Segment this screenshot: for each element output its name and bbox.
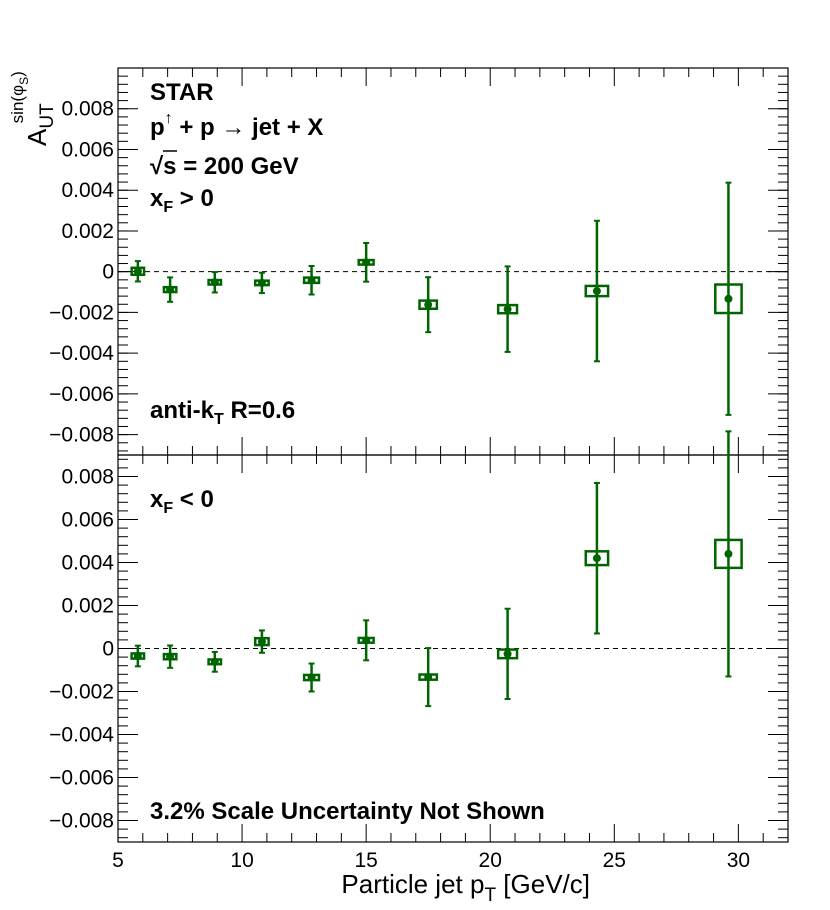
data-point (418, 276, 439, 334)
data-point (207, 650, 223, 673)
data-marker (307, 673, 316, 682)
data-point (302, 662, 321, 693)
y-tick-label: 0.006 (61, 138, 114, 161)
y-axis-title: AUTsin(φS) (8, 71, 58, 146)
x-tick-label: 30 (727, 849, 750, 872)
y-tick-label: 0.008 (61, 466, 114, 489)
top-panel-series (130, 181, 743, 416)
data-point (162, 644, 178, 669)
data-point (496, 607, 519, 701)
y-tick-label: 0 (102, 261, 114, 284)
data-marker (257, 637, 266, 646)
y-tick-label: −0.008 (49, 424, 114, 447)
data-marker (362, 258, 371, 267)
data-marker (133, 267, 142, 276)
data-marker (592, 287, 601, 296)
y-tick-label: −0.004 (49, 724, 114, 747)
y-tick-label: 0.004 (61, 552, 114, 575)
data-point (496, 265, 519, 353)
y-tick-label: 0.008 (61, 98, 114, 121)
data-marker (307, 276, 316, 285)
bottom-panel-ticks: −0.008 −0.006 −0.004 −0.002 0 0.002 0.004 0.006… (49, 455, 789, 842)
data-point (130, 644, 146, 668)
data-point (357, 619, 375, 662)
sys-error-box (714, 283, 743, 315)
x-tick-labels: 5 10 15 20 25 30 (112, 849, 750, 872)
x-tick-label: 15 (354, 849, 377, 872)
data-point (130, 260, 146, 283)
data-point (302, 264, 321, 296)
data-point (253, 629, 270, 654)
y-tick-label: 0.004 (61, 179, 114, 202)
data-marker (210, 278, 219, 287)
data-marker (724, 294, 733, 303)
y-tick-label: 0.006 (61, 509, 114, 532)
data-marker (592, 554, 601, 563)
top-annotation-algorithm: anti-kT R=0.6 (150, 397, 295, 428)
data-marker (424, 673, 433, 682)
top-annotation-experiment: STAR (150, 79, 214, 106)
sys-error-box (496, 303, 519, 315)
data-point (357, 241, 375, 283)
data-point (162, 276, 178, 303)
sys-error-box (584, 550, 610, 567)
x-tick-label: 10 (230, 849, 253, 872)
x-tick-label: 20 (479, 849, 502, 872)
y-tick-label: 0.002 (61, 220, 114, 243)
y-tick-label: 0 (102, 638, 114, 661)
data-marker (257, 278, 266, 287)
data-point (714, 430, 743, 678)
data-marker (503, 649, 512, 658)
top-panel-ticks: −0.008 −0.006 −0.004 −0.002 0 0.002 0.004 0.006… (49, 67, 789, 455)
data-marker (503, 305, 512, 314)
y-tick-label: −0.006 (49, 767, 114, 790)
data-point (584, 481, 610, 635)
data-marker (424, 300, 433, 309)
data-marker (166, 285, 175, 294)
bottom-panel-series (130, 430, 743, 708)
data-point (584, 219, 610, 363)
top-annotation-xf: xF > 0 (150, 185, 214, 216)
data-point (207, 271, 223, 294)
y-tick-label: −0.008 (49, 810, 114, 833)
sys-error-box (584, 284, 610, 298)
data-marker (210, 657, 219, 666)
bottom-annotation-scale-note: 3.2% Scale Uncertainty Not Shown (150, 798, 545, 825)
sys-error-box (714, 538, 743, 570)
x-tick-label: 25 (603, 849, 626, 872)
sys-error-box (496, 648, 519, 660)
y-tick-label: 0.002 (61, 595, 114, 618)
data-marker (724, 549, 733, 558)
data-marker (166, 652, 175, 661)
sys-error-box (418, 299, 439, 311)
data-point (714, 181, 743, 416)
x-tick-label: 5 (112, 849, 124, 872)
y-tick-label: −0.002 (49, 301, 114, 324)
data-marker (362, 636, 371, 645)
bottom-annotation-xf: xF < 0 (150, 486, 214, 517)
data-point (418, 647, 439, 708)
x-axis-title: Particle jet pT [GeV/c] (341, 869, 590, 906)
top-annotation-energy: √s = 200 GeV (150, 153, 299, 180)
data-marker (133, 652, 142, 661)
y-tick-label: −0.002 (49, 681, 114, 704)
top-annotation-reaction: p↑ + p → jet + X (150, 110, 323, 141)
y-tick-label: −0.004 (49, 342, 114, 365)
y-tick-label: −0.006 (49, 383, 114, 406)
data-point (253, 271, 270, 295)
